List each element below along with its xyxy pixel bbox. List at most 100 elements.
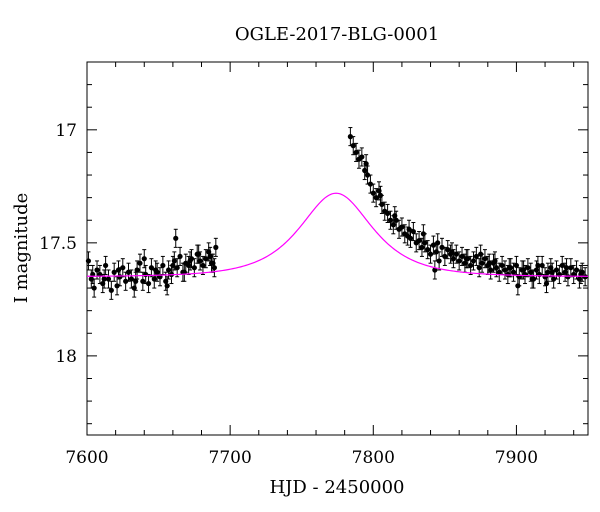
y-tick-labels: 17 17.5 18	[39, 121, 77, 367]
point-marker	[506, 265, 512, 271]
point-marker	[568, 265, 574, 271]
x-tick-label: 7600	[65, 448, 108, 468]
point-marker	[101, 276, 107, 282]
data-point	[453, 244, 459, 264]
point-marker	[191, 265, 197, 271]
axis-ticks	[86, 61, 588, 435]
point-marker	[353, 149, 359, 156]
point-marker	[492, 258, 498, 264]
point-marker	[133, 278, 139, 284]
point-marker	[419, 244, 425, 250]
x-tick-label: 7800	[352, 448, 395, 468]
point-marker	[207, 253, 213, 260]
point-marker	[137, 260, 143, 266]
data-point	[420, 224, 426, 244]
data-point	[545, 262, 551, 282]
point-marker	[364, 172, 371, 178]
point-marker	[385, 210, 391, 217]
data-point	[486, 253, 492, 273]
point-marker	[187, 258, 193, 264]
data-points	[85, 127, 588, 300]
data-point	[347, 127, 353, 147]
point-marker	[363, 161, 369, 167]
point-marker	[91, 285, 97, 291]
point-marker	[539, 262, 545, 269]
y-tick-label: 17	[55, 121, 77, 141]
point-marker	[463, 256, 469, 262]
x-tick-label: 7700	[209, 448, 252, 468]
point-marker	[203, 256, 209, 262]
point-marker	[553, 267, 560, 273]
data-point	[506, 258, 512, 278]
data-point	[406, 219, 412, 239]
data-point	[559, 255, 565, 275]
data-point	[387, 210, 394, 230]
point-marker	[85, 258, 92, 264]
data-point	[196, 244, 202, 264]
data-point	[435, 233, 441, 253]
data-point	[85, 251, 92, 271]
point-marker	[470, 258, 477, 264]
data-point	[468, 255, 474, 275]
data-point	[165, 260, 172, 280]
point-marker	[502, 267, 508, 273]
point-marker	[392, 213, 398, 219]
point-marker	[543, 280, 550, 287]
data-point	[459, 246, 465, 266]
data-point	[164, 276, 170, 296]
point-marker	[476, 265, 482, 271]
data-point	[425, 240, 431, 260]
data-point	[399, 217, 405, 237]
data-point	[449, 242, 455, 262]
data-point	[470, 251, 477, 271]
point-marker	[420, 231, 426, 237]
point-marker	[436, 258, 442, 264]
data-point	[101, 269, 107, 289]
data-point	[359, 147, 365, 167]
data-point	[207, 246, 213, 266]
point-marker	[114, 283, 120, 289]
point-marker	[387, 217, 394, 223]
x-tick-labels: 7600 7700 7800 7900	[65, 448, 538, 468]
point-marker	[111, 269, 117, 275]
point-marker	[94, 267, 100, 273]
data-point	[153, 260, 159, 280]
data-point	[410, 222, 416, 242]
data-point	[120, 258, 126, 278]
point-marker	[435, 240, 441, 246]
data-point	[463, 249, 469, 269]
point-marker	[416, 237, 422, 244]
data-point	[187, 251, 193, 271]
y-tick-label: 18	[55, 347, 77, 367]
data-point	[402, 224, 408, 244]
point-marker	[170, 262, 176, 269]
data-point	[373, 188, 379, 208]
point-marker	[525, 265, 531, 271]
x-axis-label: HJD - 2450000	[269, 477, 404, 498]
point-marker	[529, 276, 535, 282]
point-marker	[473, 253, 479, 260]
point-marker	[173, 235, 179, 241]
point-marker	[563, 265, 570, 271]
plot-frame	[86, 61, 589, 436]
point-marker	[425, 247, 431, 253]
data-point	[350, 136, 356, 156]
data-point	[439, 237, 445, 257]
data-point	[91, 278, 97, 298]
point-marker	[174, 265, 180, 271]
data-point	[543, 273, 550, 294]
point-marker	[367, 181, 374, 187]
data-point	[370, 183, 376, 203]
point-marker	[105, 276, 112, 282]
point-marker	[486, 260, 492, 266]
point-marker	[573, 267, 580, 273]
point-marker	[196, 251, 202, 257]
data-point	[525, 258, 531, 278]
point-marker	[545, 269, 551, 275]
data-point	[173, 228, 179, 248]
data-point	[353, 142, 359, 162]
data-point	[492, 251, 498, 271]
data-point	[111, 262, 117, 282]
data-point	[529, 269, 535, 289]
